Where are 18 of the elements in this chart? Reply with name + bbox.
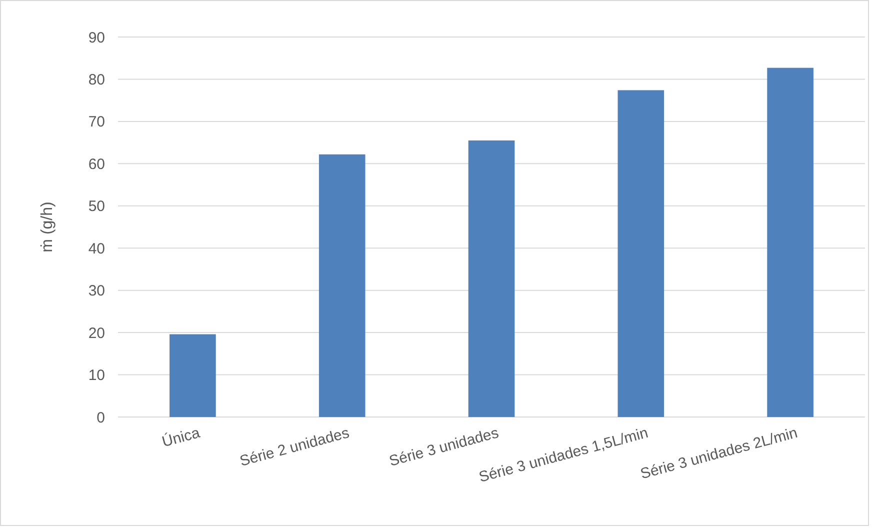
y-tick-label: 20 [88,324,105,342]
y-tick-label: 80 [88,71,105,88]
bar [618,90,664,417]
y-tick-label: 60 [88,156,105,173]
bar [170,334,216,417]
y-tick-label: 40 [88,240,105,258]
bar [318,154,366,417]
x-tick-label: Série 2 unidades [238,424,352,470]
y-tick-label: 90 [88,29,105,46]
y-tick-label: 50 [88,198,105,216]
y-axis-title: ṁ (g/h) [39,202,56,252]
x-tick-label: Única [160,423,202,451]
y-tick-label: 0 [96,409,105,426]
y-tick-label: 10 [88,367,105,384]
y-tick-label: 30 [88,282,105,300]
bar [468,140,515,417]
bar [767,68,814,417]
y-tick-label: 70 [88,114,105,131]
